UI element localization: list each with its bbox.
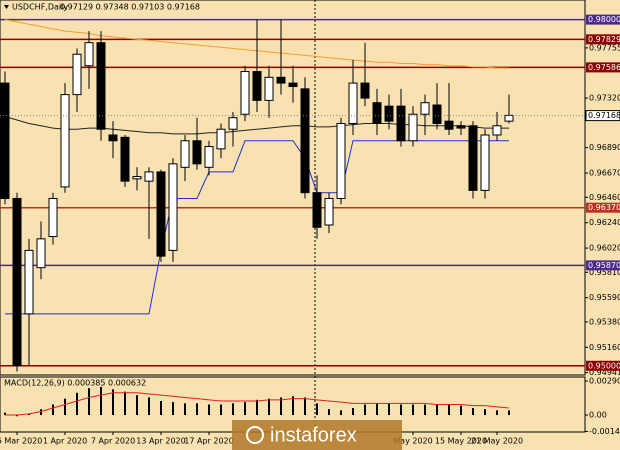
candle-body <box>468 125 478 191</box>
y-tick-label: 0.96890 <box>589 143 620 152</box>
y-tick-label: 0.96240 <box>589 218 620 227</box>
x-tick-label: 13 Apr 2020 <box>136 437 185 446</box>
chart-title: USDCHF,Daily <box>12 3 68 12</box>
y-tick-label: 0.95810 <box>589 268 620 277</box>
macd-tick-label: 0.002907 <box>589 377 620 386</box>
candle-body <box>288 82 298 88</box>
macd-tick-label: -0.001404 <box>589 427 620 436</box>
x-tick-label: May 2020 <box>393 437 432 446</box>
y-tick-label: 0.96670 <box>589 169 620 178</box>
y-tick-label: 0.97755 <box>589 43 620 52</box>
candle-body <box>156 171 166 257</box>
x-tick-label: 26 Mar 2020 <box>0 437 42 446</box>
y-tick-label: 0.95380 <box>589 317 620 326</box>
candle-body <box>504 114 514 122</box>
candle-body <box>480 134 490 191</box>
candle-body <box>204 146 214 168</box>
macd-tick-label: 0.00 <box>589 411 607 420</box>
y-tick-label: 0.94941 <box>589 368 620 377</box>
candle-body <box>372 102 382 124</box>
level-box <box>586 202 620 213</box>
candle-body <box>252 71 262 101</box>
macd-label: MACD(12,26,9) 0.000385 0.000632 <box>4 379 146 388</box>
candle-body <box>120 136 130 182</box>
level-label: 0.97586 <box>588 63 620 72</box>
level-label: 0.98000 <box>588 15 620 24</box>
y-tick-label: 0.96020 <box>589 244 620 253</box>
candle-body <box>432 104 442 124</box>
candle-body <box>264 76 274 101</box>
candle-body <box>360 82 370 99</box>
candle-body <box>384 105 394 122</box>
candle-body <box>456 125 466 129</box>
x-tick-label: 17 Apr 2020 <box>184 437 233 446</box>
candle-body <box>408 113 418 142</box>
candle-body <box>300 88 310 194</box>
macd-signal <box>5 392 510 416</box>
current-price-box <box>585 110 620 122</box>
level-box <box>586 360 620 371</box>
candle-body <box>0 82 10 199</box>
level-label: 0.95870 <box>588 261 620 270</box>
candle-body <box>108 134 118 142</box>
y-tick-label: 0.95160 <box>589 343 620 352</box>
main-frame <box>0 0 586 376</box>
candle-body <box>348 82 358 124</box>
candle-body <box>132 176 142 180</box>
y-tick-label: 0.95590 <box>589 293 620 302</box>
level-label: 0.95000 <box>588 361 620 370</box>
y-tick-label: 0.96460 <box>589 193 620 202</box>
candle-body <box>312 192 322 228</box>
x-tick-label: 21 May 2020 <box>471 437 523 446</box>
candle-body <box>324 197 334 226</box>
ohlc-text: 0.97129 0.97348 0.97103 0.97168 <box>60 3 200 12</box>
candle-body <box>24 249 34 315</box>
candle-body <box>84 42 94 67</box>
x-tick-label: 1 Apr 2020 <box>43 437 87 446</box>
candle-body <box>60 94 70 188</box>
candle-body <box>336 122 346 199</box>
watermark-bg <box>232 420 402 450</box>
candle-body <box>228 117 238 130</box>
x-tick-label: 15 May 2020 <box>435 437 487 446</box>
candle-body <box>420 102 430 115</box>
candle-body <box>36 238 46 269</box>
candle-body <box>492 125 502 136</box>
indicator-line <box>5 140 509 315</box>
candle-body <box>444 120 454 130</box>
y-tick-label: 0.97320 <box>589 94 620 103</box>
watermark-icon <box>246 426 264 444</box>
x-tick-label: 7 Apr 2020 <box>91 437 135 446</box>
watermark: instaforex <box>232 420 402 450</box>
level-box <box>586 14 620 25</box>
level-box <box>586 34 620 45</box>
candle-body <box>168 163 178 251</box>
level-box <box>586 260 620 271</box>
candle-body <box>240 71 250 115</box>
candle-body <box>72 53 82 96</box>
candle-body <box>192 140 202 165</box>
level-label: 0.97829 <box>588 35 620 44</box>
watermark-text: instaforex <box>270 424 357 446</box>
candle-body <box>12 197 22 367</box>
candle-body <box>396 105 406 142</box>
candle-body <box>216 128 226 150</box>
candle-body <box>144 171 154 182</box>
candle-body <box>96 42 106 130</box>
menu-arrow <box>4 5 9 9</box>
candle-body <box>180 140 190 168</box>
level-box <box>586 62 620 73</box>
candle-body <box>276 76 286 84</box>
level-label: 0.96370 <box>588 203 620 212</box>
current-price-label: 0.97168 <box>588 111 620 120</box>
candle-body <box>48 197 58 238</box>
